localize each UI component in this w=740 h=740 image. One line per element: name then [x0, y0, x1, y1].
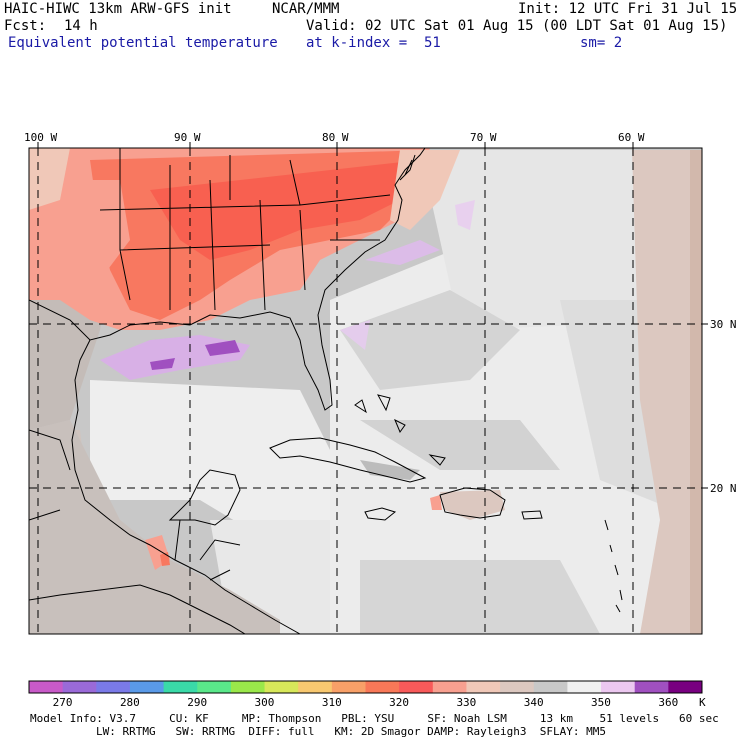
colorbar-swatch: [567, 681, 602, 693]
fcst-label: Fcst:: [4, 18, 47, 34]
colorbar-swatch: [331, 681, 366, 693]
lat-label-20n: 20 N: [710, 482, 737, 495]
footer-model-info: Model Info: V3.7 CU: KF MP: Thompson PBL…: [30, 712, 719, 725]
colorbar-swatch: [163, 681, 198, 693]
colorbar-swatch: [500, 681, 535, 693]
smooth-label: sm= 2: [580, 35, 623, 51]
lon-label-90w: 90 W: [174, 131, 201, 144]
org-label: NCAR/MMM: [272, 1, 340, 17]
level-label: at k-index = 51: [306, 35, 441, 51]
colorbar-swatch: [601, 681, 636, 693]
colorbar-tick-label: 270: [52, 696, 73, 709]
colorbar-tick-label: 280: [119, 696, 140, 709]
graticule: [29, 148, 702, 634]
colorbar-swatch: [466, 681, 501, 693]
field-name: Equivalent potential temperature: [8, 35, 278, 51]
colorbar-tick-label: 340: [523, 696, 544, 709]
theta-e-field: [29, 148, 702, 634]
footer-physics: LW: RRTMG SW: RRTMG DIFF: full KM: 2D Sm…: [96, 725, 606, 738]
colorbar-swatch: [96, 681, 131, 693]
colorbar-swatch: [668, 681, 703, 693]
colorbar-tick-label: 290: [187, 696, 208, 709]
colorbar-tick-label: 300: [254, 696, 275, 709]
lon-label-60w: 60 W: [618, 131, 645, 144]
colorbar-swatch: [230, 681, 266, 693]
lon-label-80w: 80 W: [322, 131, 349, 144]
colorbar-frame: [28, 680, 703, 694]
colorbar-swatch: [634, 681, 669, 693]
map-frame: [28, 147, 703, 635]
init-time: Init: 12 UTC Fri 31 Jul 15: [518, 1, 738, 17]
colorbar-swatch: [197, 681, 232, 693]
colorbar-tick-label: 360: [658, 696, 679, 709]
frame-ticks: [37, 142, 708, 489]
lon-label-70w: 70 W: [470, 131, 497, 144]
colorbar-swatch: [298, 681, 333, 693]
fcst-value: 14 h: [64, 18, 98, 34]
colorbar: [29, 681, 703, 693]
model-title: HAIC-HIWC 13km ARW-GFS init: [4, 1, 232, 17]
lat-label-30n: 30 N: [710, 318, 737, 331]
colorbar-swatch: [29, 681, 64, 693]
colorbar-swatch: [264, 681, 299, 693]
colorbar-tick-label: 310: [321, 696, 342, 709]
colorbar-tick-label: 320: [389, 696, 410, 709]
colorbar-swatch: [533, 681, 568, 693]
lon-label-100w: 100 W: [24, 131, 58, 144]
colorbar-swatch: [129, 681, 165, 693]
colorbar-swatch: [432, 681, 467, 693]
valid-time: Valid: 02 UTC Sat 01 Aug 15 (00 LDT Sat …: [306, 18, 728, 34]
colorbar-swatch: [399, 681, 434, 693]
coastlines: [29, 148, 623, 634]
colorbar-tick-label: 330: [456, 696, 477, 709]
colorbar-swatch: [62, 681, 97, 693]
colorbar-swatch: [365, 681, 400, 693]
colorbar-tick-label: 350: [591, 696, 611, 709]
colorbar-unit: K: [699, 696, 706, 709]
